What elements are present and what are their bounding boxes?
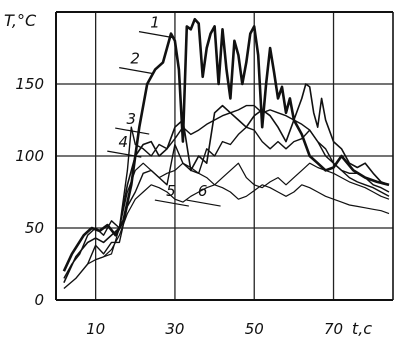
series-6-line [87,184,390,265]
series-group [62,17,390,290]
y-tick-label-150: 150 [15,75,44,93]
series-5-line [95,162,390,261]
x-tick-label-50: 50 [245,320,264,338]
series-4-line [63,126,390,290]
curve-label-leader-5 [154,199,189,207]
series-1-line [62,17,390,272]
x-tick-label-30: 30 [165,320,184,338]
curve-label-1: 1 [150,14,160,32]
y-tick-label-100: 100 [15,147,44,165]
axes [55,11,394,301]
y-axis-label: T,°C [4,11,37,30]
tick-labels: 12 3 4 5 6 0 50 100 150 10 30 50 70 T,°C t,c [4,11,372,338]
y-tick-label-0: 0 [34,291,44,309]
curve-label-leader-2 [119,67,154,75]
curve-label-5: 5 [166,182,176,200]
x-tick-label-70: 70 [324,320,343,338]
grid [56,12,393,300]
label-leaders [107,31,221,207]
curve-label-leader-1 [138,31,174,39]
curve-label-3: 3 [126,110,136,128]
curve-label-4: 4 [119,133,129,151]
curve-label-leader-6 [186,199,221,207]
x-axis-label: t,c [352,319,372,338]
curve-label-6: 6 [198,182,208,200]
curve-label-2: 2 [130,50,140,68]
curve-label-leader-3 [115,127,150,135]
x-tick-label-10: 10 [86,320,105,338]
series-3-line [63,104,390,279]
y-tick-label-50: 50 [25,219,44,237]
curve-label-leader-4 [107,150,142,158]
series-2-line [63,83,390,284]
